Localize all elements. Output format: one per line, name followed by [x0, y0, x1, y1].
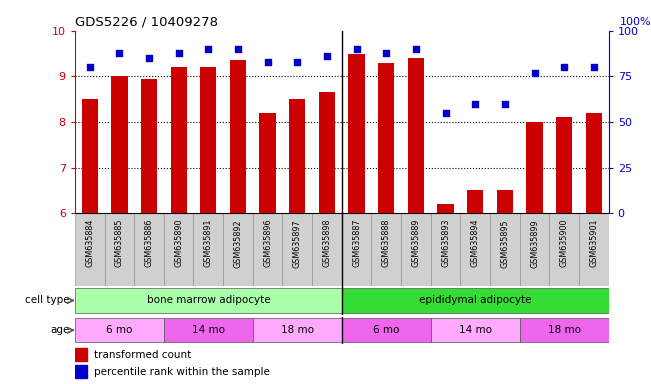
- Bar: [81, 99, 98, 213]
- Bar: [579, 213, 609, 286]
- Text: GSM635893: GSM635893: [441, 219, 450, 268]
- Text: GSM635888: GSM635888: [381, 219, 391, 267]
- Text: GSM635895: GSM635895: [501, 219, 509, 268]
- Bar: [342, 213, 372, 286]
- Point: [500, 101, 510, 107]
- Bar: [312, 213, 342, 286]
- Text: GSM635885: GSM635885: [115, 219, 124, 268]
- Bar: [283, 213, 312, 286]
- Text: transformed count: transformed count: [94, 349, 191, 359]
- Text: 18 mo: 18 mo: [547, 325, 581, 335]
- Text: GSM635901: GSM635901: [589, 219, 598, 268]
- Bar: [75, 288, 342, 313]
- Bar: [378, 63, 395, 213]
- Text: percentile rank within the sample: percentile rank within the sample: [94, 367, 270, 377]
- Bar: [342, 288, 609, 313]
- Bar: [230, 60, 246, 213]
- Point: [470, 101, 480, 107]
- Point: [529, 70, 540, 76]
- Point: [144, 55, 154, 61]
- Bar: [75, 365, 87, 379]
- Bar: [200, 67, 217, 213]
- Bar: [490, 213, 519, 286]
- Bar: [164, 213, 193, 286]
- Point: [85, 64, 95, 70]
- Bar: [401, 213, 431, 286]
- Bar: [519, 318, 609, 343]
- Text: GSM635889: GSM635889: [411, 219, 421, 268]
- Point: [440, 110, 450, 116]
- Text: cell type: cell type: [25, 295, 70, 306]
- Point: [233, 46, 243, 52]
- Bar: [408, 58, 424, 213]
- Bar: [319, 92, 335, 213]
- Point: [262, 59, 273, 65]
- Bar: [134, 213, 164, 286]
- Bar: [75, 213, 105, 286]
- Point: [411, 46, 421, 52]
- Text: GSM635884: GSM635884: [85, 219, 94, 267]
- Point: [589, 64, 599, 70]
- Point: [114, 50, 124, 56]
- Bar: [171, 67, 187, 213]
- Text: 6 mo: 6 mo: [373, 325, 400, 335]
- Bar: [342, 318, 431, 343]
- Text: GSM635898: GSM635898: [322, 219, 331, 268]
- Text: GSM635887: GSM635887: [352, 219, 361, 268]
- Point: [173, 50, 184, 56]
- Bar: [75, 318, 164, 343]
- Text: GSM635886: GSM635886: [145, 219, 154, 267]
- Text: bone marrow adipocyte: bone marrow adipocyte: [146, 295, 270, 306]
- Point: [559, 64, 570, 70]
- Bar: [549, 213, 579, 286]
- Bar: [193, 213, 223, 286]
- Text: age: age: [50, 325, 70, 335]
- Bar: [348, 53, 365, 213]
- Bar: [260, 113, 276, 213]
- Bar: [519, 213, 549, 286]
- Point: [352, 46, 362, 52]
- Bar: [437, 204, 454, 213]
- Text: epididymal adipocyte: epididymal adipocyte: [419, 295, 531, 306]
- Bar: [289, 99, 305, 213]
- Bar: [223, 213, 253, 286]
- Point: [203, 46, 214, 52]
- Bar: [75, 348, 87, 361]
- Bar: [527, 122, 543, 213]
- Bar: [586, 113, 602, 213]
- Text: GSM635891: GSM635891: [204, 219, 213, 268]
- Text: 100%: 100%: [619, 17, 651, 27]
- Bar: [253, 318, 342, 343]
- Text: 18 mo: 18 mo: [281, 325, 314, 335]
- Point: [381, 50, 391, 56]
- Point: [292, 59, 303, 65]
- Text: GSM635890: GSM635890: [174, 219, 183, 268]
- Text: GSM635900: GSM635900: [560, 219, 569, 268]
- Text: 14 mo: 14 mo: [192, 325, 225, 335]
- Text: 6 mo: 6 mo: [106, 325, 133, 335]
- Bar: [460, 213, 490, 286]
- Text: GDS5226 / 10409278: GDS5226 / 10409278: [75, 15, 218, 28]
- Text: GSM635897: GSM635897: [293, 219, 302, 268]
- Bar: [431, 318, 519, 343]
- Bar: [372, 213, 401, 286]
- Text: GSM635892: GSM635892: [234, 219, 242, 268]
- Text: 14 mo: 14 mo: [459, 325, 492, 335]
- Bar: [467, 190, 484, 213]
- Text: GSM635894: GSM635894: [471, 219, 480, 268]
- Bar: [253, 213, 283, 286]
- Bar: [164, 318, 253, 343]
- Bar: [105, 213, 134, 286]
- Point: [322, 53, 332, 59]
- Bar: [556, 118, 572, 213]
- Text: GSM635899: GSM635899: [530, 219, 539, 268]
- Bar: [497, 190, 513, 213]
- Text: GSM635896: GSM635896: [263, 219, 272, 268]
- Bar: [111, 76, 128, 213]
- Bar: [431, 213, 460, 286]
- Bar: [141, 79, 157, 213]
